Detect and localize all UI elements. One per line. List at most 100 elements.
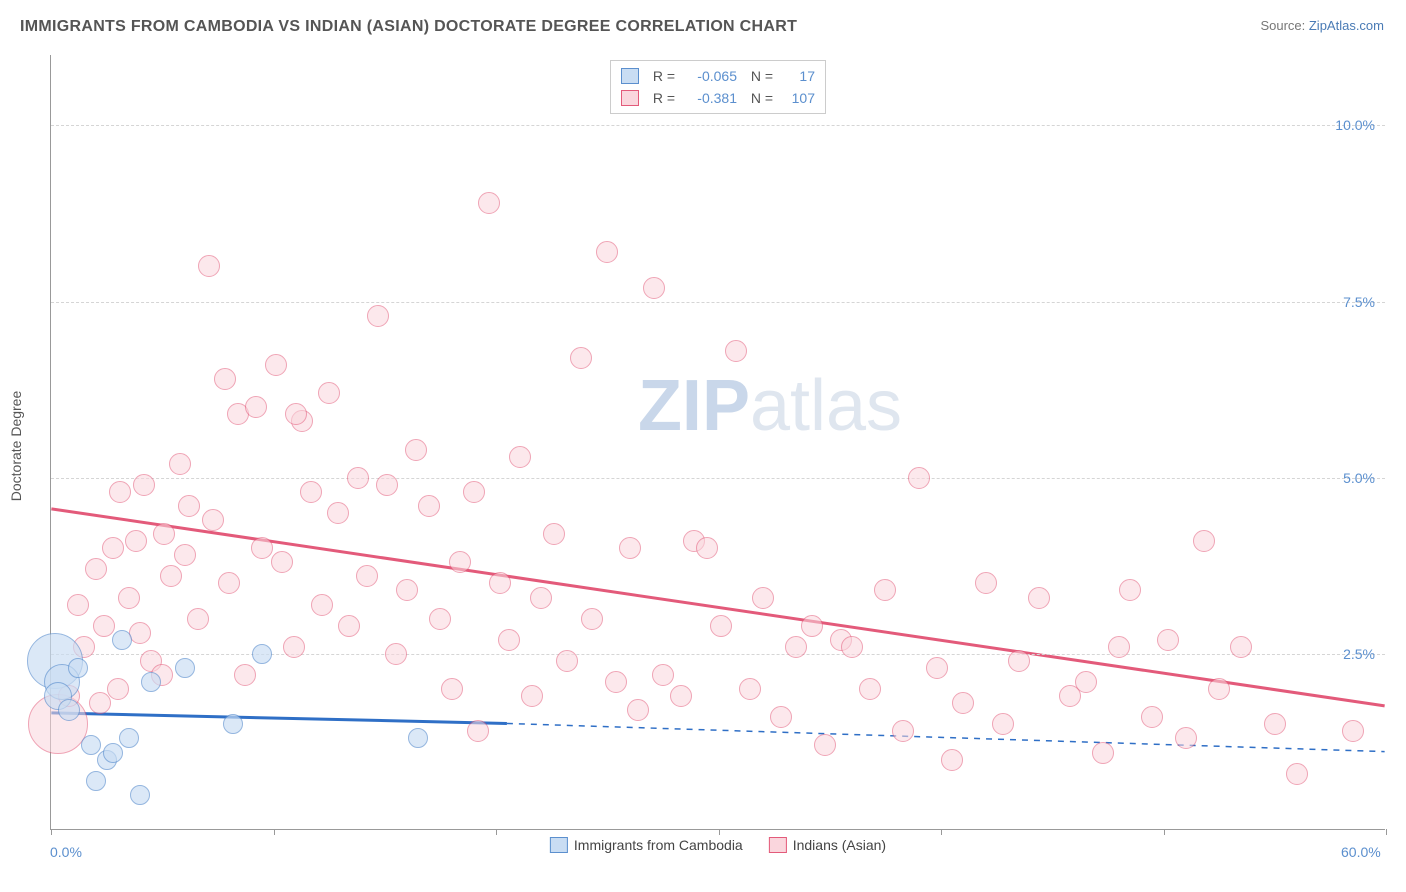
x-tick-0: 0.0% xyxy=(50,844,82,860)
indian-point xyxy=(218,572,240,594)
indian-point xyxy=(174,544,196,566)
cambodia-point xyxy=(119,728,139,748)
indian-point xyxy=(521,685,543,707)
cambodia-point xyxy=(68,658,88,678)
source-prefix: Source: xyxy=(1260,18,1308,33)
x-tick xyxy=(274,829,275,835)
indian-point xyxy=(449,551,471,573)
stats-r-label: R = xyxy=(647,90,675,106)
indian-point xyxy=(570,347,592,369)
indian-point xyxy=(198,255,220,277)
trend-line xyxy=(51,713,507,724)
indian-point xyxy=(102,537,124,559)
indian-point xyxy=(874,579,896,601)
indian-point xyxy=(251,537,273,559)
indian-point xyxy=(202,509,224,531)
stats-r-value: -0.065 xyxy=(683,68,737,84)
cambodia-point xyxy=(130,785,150,805)
indian-point xyxy=(405,439,427,461)
indian-point xyxy=(129,622,151,644)
watermark-zip: ZIP xyxy=(638,366,750,446)
gridline-h xyxy=(51,478,1385,479)
indian-point xyxy=(619,537,641,559)
indian-point xyxy=(596,241,618,263)
indian-point xyxy=(265,354,287,376)
indian-point xyxy=(385,643,407,665)
indian-point xyxy=(1230,636,1252,658)
cambodia-point xyxy=(408,728,428,748)
gridline-h xyxy=(51,125,1385,126)
cambodia-point xyxy=(112,630,132,650)
indian-point xyxy=(271,551,293,573)
indian-point xyxy=(1264,713,1286,735)
indian-point xyxy=(118,587,140,609)
indian-point xyxy=(941,749,963,771)
indian-point xyxy=(107,678,129,700)
stats-n-label: N = xyxy=(745,68,773,84)
indian-point xyxy=(1092,742,1114,764)
indian-point xyxy=(283,636,305,658)
source-link[interactable]: ZipAtlas.com xyxy=(1309,18,1384,33)
trend-lines xyxy=(51,55,1385,829)
indian-point xyxy=(581,608,603,630)
stats-r-value: -0.381 xyxy=(683,90,737,106)
indian-point xyxy=(85,558,107,580)
gridline-h xyxy=(51,302,1385,303)
indian-point xyxy=(285,403,307,425)
indian-point xyxy=(153,523,175,545)
indian-point xyxy=(327,502,349,524)
indian-point xyxy=(133,474,155,496)
indian-point xyxy=(67,594,89,616)
stats-n-label: N = xyxy=(745,90,773,106)
indian-point xyxy=(543,523,565,545)
indian-point xyxy=(710,615,732,637)
indian-point xyxy=(89,692,111,714)
indian-point xyxy=(1175,727,1197,749)
indian-point xyxy=(338,615,360,637)
watermark: ZIPatlas xyxy=(638,365,902,447)
indian-point xyxy=(187,608,209,630)
indian-point xyxy=(770,706,792,728)
indian-point xyxy=(396,579,418,601)
indian-point xyxy=(300,481,322,503)
legend-swatch xyxy=(769,837,787,853)
indian-point xyxy=(1008,650,1030,672)
indian-point xyxy=(178,495,200,517)
cambodia-point xyxy=(175,658,195,678)
indian-point xyxy=(1208,678,1230,700)
x-tick-60: 60.0% xyxy=(1341,844,1381,860)
cambodia-point xyxy=(252,644,272,664)
stats-n-value: 107 xyxy=(781,90,815,106)
x-tick xyxy=(51,829,52,835)
indian-point xyxy=(892,720,914,742)
cambodia-point xyxy=(141,672,161,692)
indian-point xyxy=(489,572,511,594)
indian-point xyxy=(652,664,674,686)
indian-point xyxy=(530,587,552,609)
indian-point xyxy=(814,734,836,756)
legend-swatch xyxy=(550,837,568,853)
indian-point xyxy=(1193,530,1215,552)
indian-point xyxy=(376,474,398,496)
indian-point xyxy=(859,678,881,700)
stats-n-value: 17 xyxy=(781,68,815,84)
stats-row: R = -0.381 N = 107 xyxy=(621,87,815,109)
indian-point xyxy=(467,720,489,742)
watermark-atlas: atlas xyxy=(750,366,902,446)
x-tick xyxy=(1164,829,1165,835)
indian-point xyxy=(801,615,823,637)
indian-point xyxy=(441,678,463,700)
indian-point xyxy=(926,657,948,679)
indian-point xyxy=(992,713,1014,735)
indian-point xyxy=(841,636,863,658)
indian-point xyxy=(643,277,665,299)
indian-point xyxy=(367,305,389,327)
legend-item: Indians (Asian) xyxy=(769,837,886,853)
indian-point xyxy=(463,481,485,503)
cambodia-point xyxy=(86,771,106,791)
indian-point xyxy=(725,340,747,362)
indian-point xyxy=(160,565,182,587)
indian-point xyxy=(739,678,761,700)
indian-point xyxy=(214,368,236,390)
indian-point xyxy=(347,467,369,489)
